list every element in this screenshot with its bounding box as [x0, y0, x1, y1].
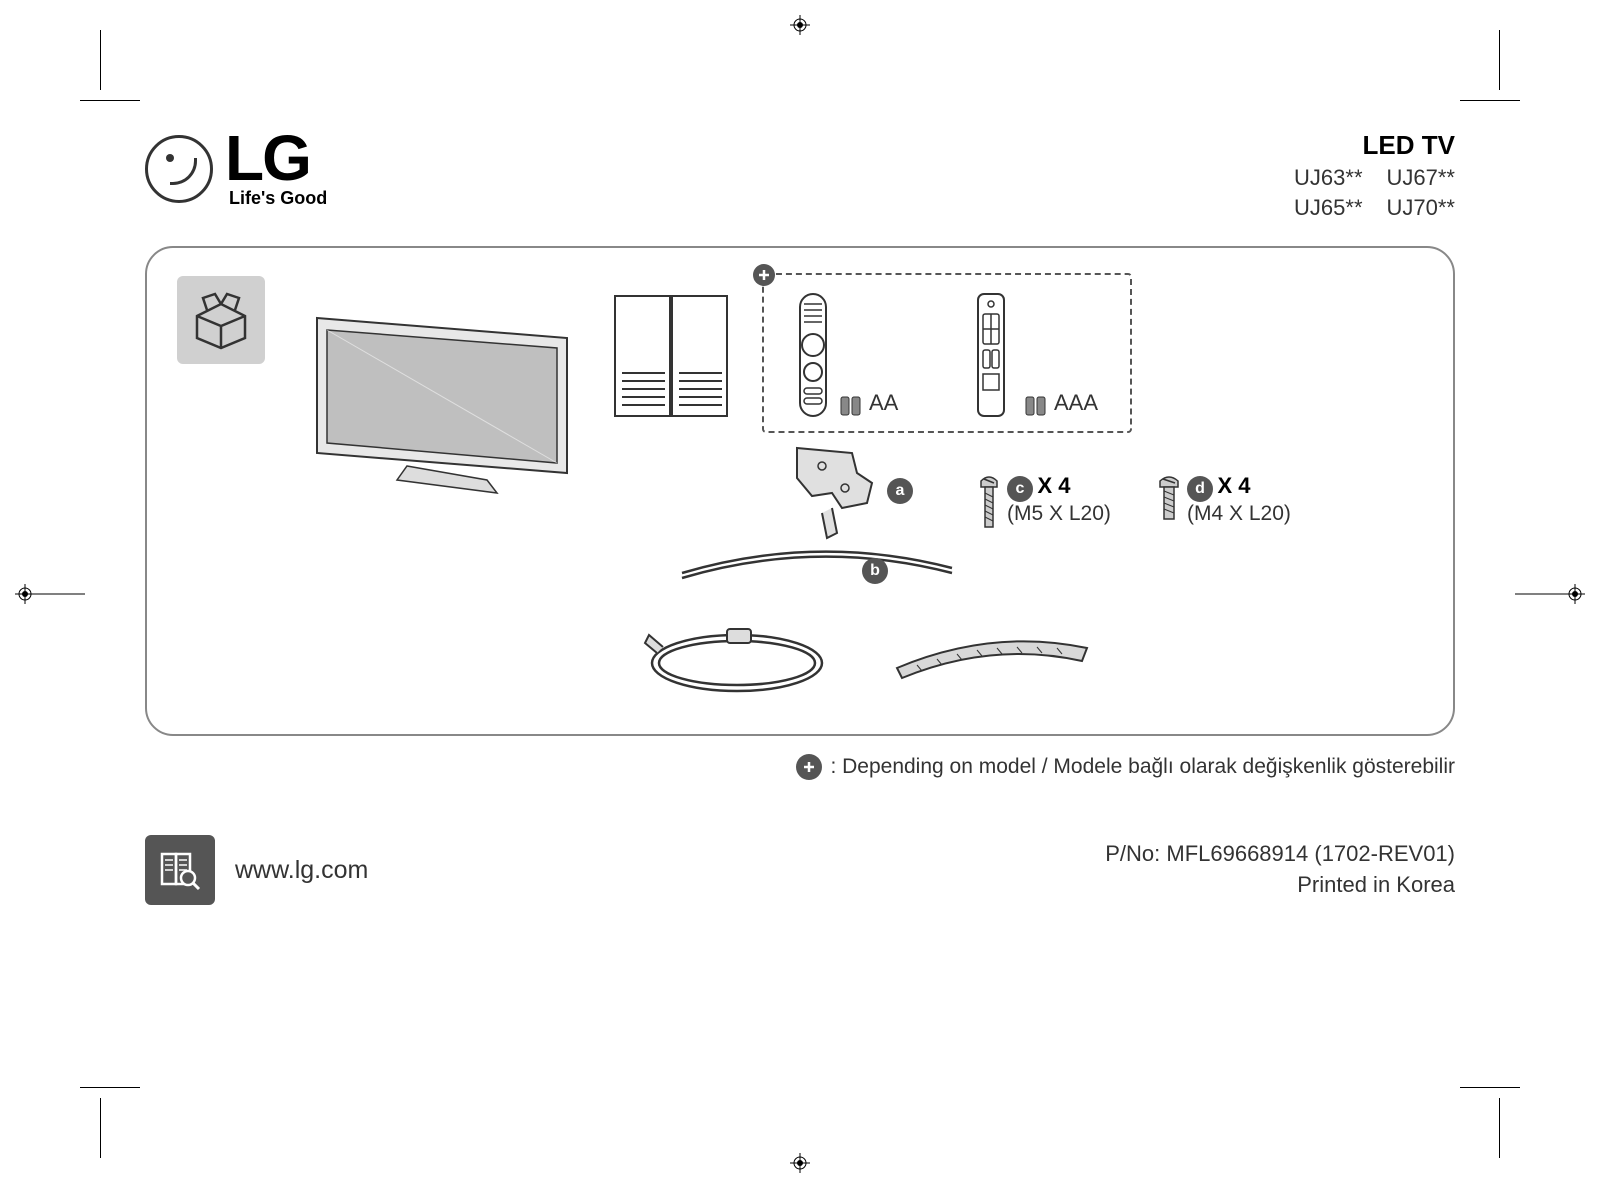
- registration-mark-icon: [790, 1153, 810, 1173]
- part-badge-a: a: [887, 478, 913, 504]
- part-number: P/No: MFL69668914 (1702-REV01): [1105, 839, 1455, 870]
- screw-c-group: c X 4 (M5 X L20): [977, 473, 1111, 531]
- screw-d-group: d X 4 (M4 X L20): [1157, 473, 1291, 526]
- manual-search-icon: [145, 835, 215, 905]
- tv-illustration: [287, 308, 577, 503]
- manual-illustration: [607, 288, 737, 428]
- crop-mark: [100, 1098, 101, 1158]
- model-number: UJ67**: [1387, 165, 1455, 191]
- part-badge-c: c: [1007, 476, 1033, 502]
- screw-quantity: X 4: [1037, 473, 1070, 498]
- plus-badge-icon: [753, 264, 775, 286]
- optional-accessories-group: AA AAA: [762, 273, 1132, 433]
- product-info: LED TV UJ63** UJ67** UJ65** UJ70**: [1294, 130, 1455, 221]
- battery-icon: [1024, 395, 1050, 422]
- footnote-text: : Depending on model / Modele bağlı olar…: [830, 755, 1455, 779]
- model-number: UJ63**: [1294, 165, 1362, 191]
- crop-mark: [80, 1087, 140, 1088]
- cable-cover-illustration: [887, 623, 1097, 688]
- website-url: www.lg.com: [235, 856, 368, 885]
- box-contents-panel: AA AAA: [145, 246, 1455, 736]
- logo-block: LG Life's Good: [145, 130, 327, 209]
- battery-icon: [839, 395, 865, 422]
- battery-type-label: AA: [869, 390, 898, 416]
- screw-icon: [977, 473, 1001, 531]
- unboxing-icon: [177, 276, 265, 364]
- crop-mark: [1460, 100, 1520, 101]
- optional-footnote: : Depending on model / Modele bağlı olar…: [145, 754, 1455, 780]
- standard-remote-illustration: [974, 290, 1008, 425]
- brand-tagline: Life's Good: [229, 188, 327, 209]
- crop-mark: [1499, 1098, 1500, 1158]
- stand-bracket-illustration: [677, 438, 957, 593]
- model-number: UJ65**: [1294, 195, 1362, 221]
- registration-mark-icon: [790, 15, 810, 35]
- part-badge-d: d: [1187, 476, 1213, 502]
- origin-label: Printed in Korea: [1105, 870, 1455, 901]
- crop-mark: [80, 100, 140, 101]
- lg-logo-icon: [145, 135, 213, 203]
- plus-badge-icon: [796, 754, 822, 780]
- brand-name: LG: [225, 130, 327, 188]
- crop-mark: [1515, 594, 1575, 595]
- product-title: LED TV: [1294, 130, 1455, 161]
- crop-mark: [1499, 30, 1500, 90]
- screw-quantity: X 4: [1217, 473, 1250, 498]
- screw-icon: [1157, 473, 1181, 523]
- battery-type-label: AAA: [1054, 390, 1098, 416]
- crop-mark: [25, 594, 85, 595]
- crop-mark: [100, 30, 101, 90]
- model-number: UJ70**: [1387, 195, 1455, 221]
- screw-size: (M5 X L20): [1007, 502, 1111, 526]
- footer: www.lg.com P/No: MFL69668914 (1702-REV01…: [145, 835, 1455, 905]
- power-cable-illustration: [637, 623, 837, 708]
- crop-mark: [1460, 1087, 1520, 1088]
- screw-size: (M4 X L20): [1187, 502, 1291, 526]
- magic-remote-illustration: [794, 290, 832, 425]
- header: LG Life's Good LED TV UJ63** UJ67** UJ65…: [145, 130, 1455, 221]
- part-badge-b: b: [862, 558, 888, 584]
